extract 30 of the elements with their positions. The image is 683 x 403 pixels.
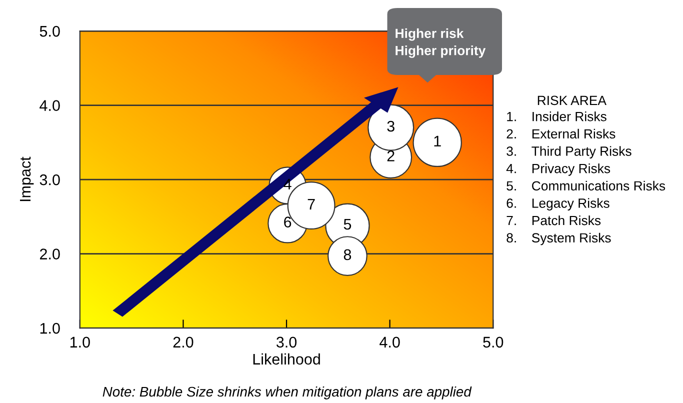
text: 2. External Risks bbox=[506, 128, 616, 139]
y-tick-label: 1.0 bbox=[40, 322, 60, 334]
annotation: 2 bbox=[387, 150, 394, 162]
text: 5. Communications Risks bbox=[506, 180, 666, 191]
text: 7. Patch Risks bbox=[506, 216, 601, 226]
x-tick-label: 4.0 bbox=[380, 336, 400, 348]
annotation: 5 bbox=[344, 219, 352, 230]
text: 1. Insider Risks bbox=[507, 112, 606, 122]
annotation: 6 bbox=[284, 216, 292, 228]
annotation: 7 bbox=[308, 198, 315, 210]
text: 4. Privacy Risks bbox=[506, 164, 610, 176]
y-tick-label: 3.0 bbox=[40, 174, 60, 186]
annotation: 1 bbox=[434, 136, 441, 146]
x-axis-title: Likelihood bbox=[253, 353, 320, 365]
annotation: 8 bbox=[344, 249, 352, 260]
annotation: 3 bbox=[387, 120, 394, 132]
text: 6. Legacy Risks bbox=[506, 198, 610, 210]
y-tick-label: 5.0 bbox=[40, 26, 60, 37]
text: 3. Third Party Risks bbox=[506, 146, 632, 158]
text: Note: Bubble Size shrinks when mitigation plans are applied bbox=[102, 386, 472, 400]
x-tick-label: 3.0 bbox=[276, 336, 297, 348]
y-tick-label: 2.0 bbox=[40, 248, 60, 260]
x-tick-label: 2.0 bbox=[173, 336, 194, 348]
y-tick-label: 4.0 bbox=[40, 100, 60, 111]
annotation: Higher risk Higher priority bbox=[396, 28, 486, 58]
legend-title: RISK AREA bbox=[538, 96, 606, 106]
text: 8. System Risks bbox=[506, 232, 611, 246]
y-axis-title: Impact bbox=[20, 156, 34, 202]
x-tick-label: 1.0 bbox=[70, 336, 90, 348]
x-tick-label: 5.0 bbox=[483, 336, 504, 348]
